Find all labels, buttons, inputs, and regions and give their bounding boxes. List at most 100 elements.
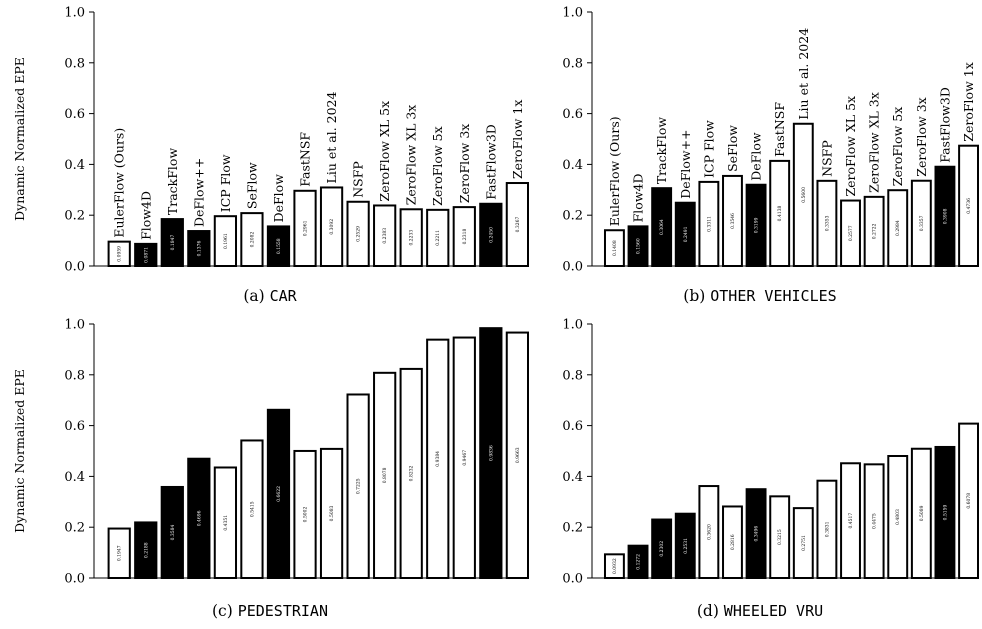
bar-value-label: 0.3092	[329, 219, 335, 235]
bar-category-label: ZeroFlow 5x	[430, 126, 445, 205]
bar-value-label: 0.2577	[848, 225, 854, 241]
bar-value-label: 0.2188	[143, 542, 149, 558]
bar	[373, 371, 397, 579]
bar-category-label: ZeroFlow XL 3x	[404, 105, 419, 206]
bar-value-label: 0.4803	[895, 509, 901, 525]
y-tick-label: 0.0	[562, 260, 583, 275]
caption-class-name: OTHER VEHICLES	[710, 287, 836, 305]
bar-value-label: 0.3199	[754, 217, 760, 233]
bar-category-label: TrackFlow	[654, 117, 669, 185]
bar-value-label: 0.2529	[356, 226, 362, 242]
bar-value-label: 0.3353	[824, 215, 830, 231]
y-tick-label: 1.0	[64, 6, 85, 21]
bar-value-label: 0.3215	[777, 529, 783, 545]
bar	[674, 201, 696, 268]
bar-value-label: 0.2984	[895, 220, 901, 236]
bar	[187, 457, 211, 579]
bar	[293, 449, 317, 579]
y-tick-label: 0.8	[562, 368, 583, 383]
bar-value-label: 0.2751	[801, 535, 807, 551]
bar-value-label: 0.4138	[777, 205, 783, 221]
bar-value-label: 0.4351	[223, 515, 229, 531]
bar-value-label: 0.1558	[276, 238, 282, 254]
bar	[651, 518, 673, 579]
bar-value-label: 0.3831	[824, 521, 830, 537]
bar-value-label: 0.2531	[683, 538, 689, 554]
chart-panel-3: 0.0 0.2 0.4 0.6 0.8 1.0 Dynamic Normalized EPE…	[12, 318, 529, 620]
bar-value-label: 0.0871	[143, 247, 149, 263]
bar-value-label: 0.5415	[249, 501, 255, 517]
bar-category-label: SeFlow	[725, 125, 740, 172]
bar-category-label: FastFlow3D	[937, 87, 952, 163]
bar-value-label: 0.2211	[435, 230, 441, 246]
y-tick-label: 0.6	[562, 419, 583, 434]
bar-value-label: 0.6078	[966, 493, 972, 509]
bar-value-label: 0.1847	[170, 235, 176, 251]
bar	[722, 505, 743, 579]
bar	[651, 187, 673, 267]
bar	[479, 202, 503, 268]
bar-value-label: 0.1408	[612, 240, 618, 256]
bar-value-label: 0.3267	[515, 217, 521, 233]
chart-panel-2: 0.0 0.2 0.4 0.6 0.8 1.0 0.1408 EulerFlow (Ours)…	[562, 6, 980, 305]
bar-category-label: ZeroFlow 3x	[457, 124, 472, 203]
bar-value-label: 0.9384	[435, 451, 441, 467]
bar-value-label: 0.1961	[223, 233, 229, 249]
bar	[505, 331, 529, 580]
chart-panel-1: 0.0 0.2 0.4 0.6 0.8 1.0 Dynamic Normalized EPE…	[12, 6, 529, 305]
bar	[213, 215, 238, 267]
bar	[187, 230, 211, 268]
bar-value-label: 0.9467	[462, 450, 468, 466]
caption-prefix: (b)	[683, 287, 710, 305]
bar-value-label: 0.9836	[488, 445, 494, 461]
bar-category-label: ICP Flow	[701, 120, 716, 178]
bar-category-label: NSFP	[819, 140, 834, 177]
bar	[792, 122, 814, 268]
bar-value-label: 0.4736	[966, 198, 972, 214]
y-tick-label: 0.0	[64, 260, 85, 275]
bar-category-label: Liu et al. 2024	[324, 91, 339, 183]
bar-value-label: 0.3064	[659, 219, 665, 235]
y-tick-label: 0.2	[562, 209, 583, 224]
bar-value-label: 0.2961	[303, 220, 309, 236]
bar-value-label: 0.2082	[249, 232, 255, 248]
bar	[674, 512, 696, 579]
bar	[266, 225, 291, 268]
bar	[240, 439, 264, 580]
caption-prefix: (c)	[212, 602, 238, 620]
panel-caption: (b) OTHER VEHICLES	[683, 287, 836, 305]
bar	[698, 485, 720, 579]
bar	[910, 447, 932, 580]
caption-class-name: PEDESTRIAN	[238, 602, 328, 620]
bar	[603, 229, 625, 267]
bar-category-label: EulerFlow (Ours)	[112, 128, 127, 238]
bar	[160, 218, 184, 267]
bar-category-label: EulerFlow (Ours)	[607, 116, 622, 226]
bar	[722, 174, 743, 267]
bar-category-label: Flow4D	[138, 191, 153, 240]
bar-value-label: 0.4475	[872, 513, 878, 529]
bar	[745, 183, 767, 268]
bar	[213, 466, 238, 579]
bar	[266, 408, 291, 580]
bar-value-label: 0.5600	[801, 187, 807, 203]
bar	[887, 455, 909, 580]
y-tick-label: 0.8	[64, 368, 85, 383]
bar	[452, 336, 476, 580]
bar-category-label: ICP Flow	[218, 154, 233, 212]
bar-value-label: 0.3620	[706, 524, 712, 540]
bar-category-label: FastNSF	[772, 102, 787, 157]
y-tick-label: 0.4	[562, 158, 583, 173]
y-tick-label: 0.0	[64, 572, 85, 587]
bar	[627, 225, 649, 268]
bar	[479, 327, 503, 579]
caption-class-name: WHEELED VRU	[724, 602, 823, 620]
bar-category-label: Liu et al. 2024	[796, 28, 811, 120]
bar-value-label: 0.0932	[612, 558, 618, 574]
bar-category-label: DeFlow++	[678, 129, 693, 198]
bar	[934, 165, 956, 267]
bar	[134, 521, 158, 580]
y-tick-label: 0.4	[562, 470, 583, 485]
bar-value-label: 0.2318	[462, 229, 468, 245]
bar	[934, 445, 956, 579]
